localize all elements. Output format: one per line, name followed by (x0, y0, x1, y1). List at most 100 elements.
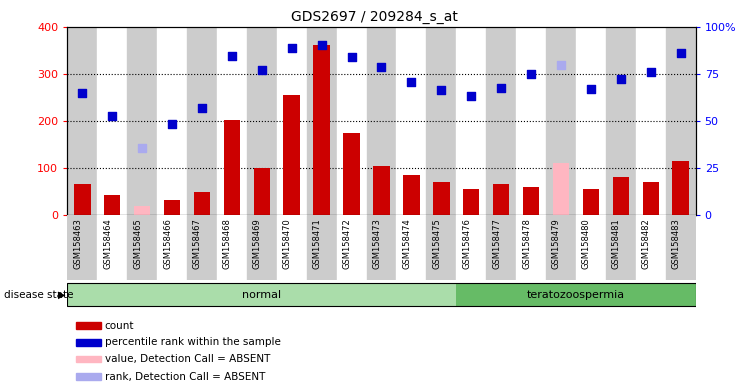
Bar (463, 189, 479, 215)
Point (465, 93, 477, 99)
Bar (576, 27, 606, 215)
Bar (187, 215, 217, 280)
Bar (666, 215, 696, 280)
Bar (672, 161, 689, 215)
Bar (76, 339, 100, 346)
Bar (104, 195, 120, 215)
Bar (127, 27, 157, 215)
Bar (67, 283, 456, 306)
Bar (224, 119, 240, 215)
Bar (134, 206, 150, 215)
Bar (307, 215, 337, 280)
Text: GSM158470: GSM158470 (283, 218, 292, 269)
Text: GSM158477: GSM158477 (492, 218, 501, 269)
Text: GSM158463: GSM158463 (73, 218, 82, 269)
Point (286, 45, 298, 51)
Point (226, 53, 238, 59)
Text: disease state: disease state (4, 290, 73, 300)
Bar (433, 182, 450, 215)
Bar (523, 187, 539, 215)
Bar (486, 215, 516, 280)
Bar (396, 27, 426, 215)
Bar (367, 27, 396, 215)
Bar (187, 27, 217, 215)
Point (375, 64, 387, 70)
Point (585, 86, 597, 93)
Point (495, 85, 507, 91)
Bar (456, 283, 696, 306)
Bar (247, 215, 277, 280)
Point (166, 121, 178, 127)
Text: GSM158472: GSM158472 (343, 218, 352, 269)
Bar (546, 215, 576, 280)
Bar (606, 215, 636, 280)
Bar (283, 95, 300, 215)
Bar (76, 373, 100, 380)
Bar (67, 215, 97, 280)
Bar (247, 27, 277, 215)
Bar (67, 283, 696, 306)
Point (555, 61, 567, 68)
Bar (636, 27, 666, 215)
Bar (403, 175, 420, 215)
Text: GSM158478: GSM158478 (522, 218, 531, 269)
Bar (277, 215, 307, 280)
Bar (254, 168, 270, 215)
Text: GSM158474: GSM158474 (402, 218, 411, 269)
Text: GSM158481: GSM158481 (612, 218, 621, 269)
Text: GDS2697 / 209284_s_at: GDS2697 / 209284_s_at (290, 10, 458, 23)
Bar (67, 27, 97, 215)
Bar (666, 27, 696, 215)
Bar (456, 215, 486, 280)
Point (346, 55, 358, 61)
Bar (546, 27, 576, 215)
Bar (313, 45, 330, 215)
Text: normal: normal (242, 290, 281, 300)
Text: rank, Detection Call = ABSENT: rank, Detection Call = ABSENT (105, 372, 265, 382)
Bar (493, 184, 509, 215)
Bar (396, 215, 426, 280)
Bar (337, 27, 367, 215)
Point (435, 87, 447, 93)
Text: value, Detection Call = ABSENT: value, Detection Call = ABSENT (105, 354, 270, 364)
Point (76, 90, 88, 96)
Bar (76, 322, 100, 329)
Text: GSM158467: GSM158467 (193, 218, 202, 269)
Point (645, 68, 657, 74)
Point (256, 67, 268, 73)
Bar (583, 189, 599, 215)
Point (136, 145, 148, 151)
Point (196, 105, 208, 111)
Bar (157, 215, 187, 280)
Text: GSM158482: GSM158482 (642, 218, 651, 269)
Text: GSM158475: GSM158475 (432, 218, 441, 269)
Text: GSM158464: GSM158464 (103, 218, 112, 269)
Bar (97, 215, 127, 280)
Bar (516, 215, 546, 280)
Bar (456, 27, 486, 215)
Text: GSM158471: GSM158471 (313, 218, 322, 269)
Bar (516, 27, 546, 215)
Bar (307, 27, 337, 215)
Bar (127, 215, 157, 280)
Bar (576, 215, 606, 280)
Text: GSM158480: GSM158480 (582, 218, 591, 269)
Bar (217, 27, 247, 215)
Bar (164, 200, 180, 215)
Bar (553, 163, 569, 215)
Bar (373, 166, 390, 215)
Bar (613, 177, 629, 215)
Point (316, 42, 328, 48)
Bar (343, 133, 360, 215)
Bar (157, 27, 187, 215)
Bar (636, 215, 666, 280)
Bar (486, 27, 516, 215)
Text: percentile rank within the sample: percentile rank within the sample (105, 338, 280, 348)
Bar (97, 27, 127, 215)
Text: GSM158479: GSM158479 (552, 218, 561, 269)
Bar (337, 215, 367, 280)
Bar (606, 27, 636, 215)
Point (675, 50, 687, 56)
Text: ▶: ▶ (58, 290, 65, 300)
Text: GSM158469: GSM158469 (253, 218, 262, 269)
